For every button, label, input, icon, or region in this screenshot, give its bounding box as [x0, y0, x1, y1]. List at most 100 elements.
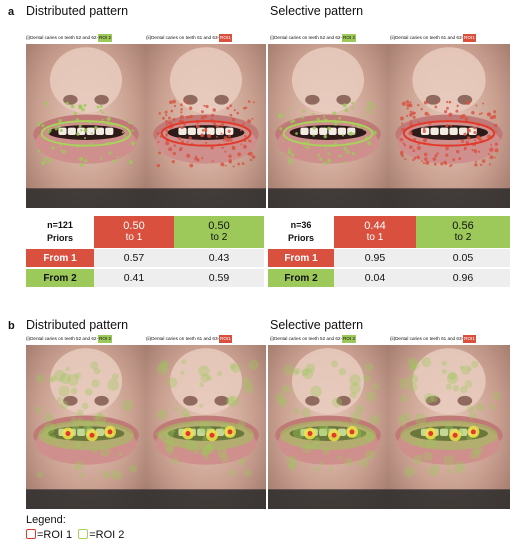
heat-peak	[185, 431, 191, 437]
heat-blob	[35, 374, 45, 384]
gaze-point	[338, 154, 342, 158]
prior-to-1: 0.50 to 1	[94, 216, 174, 248]
tooth	[187, 127, 196, 136]
gaze-point	[51, 146, 55, 150]
gaze-point	[306, 140, 310, 144]
heat-blob	[337, 455, 343, 460]
gaze-point	[128, 121, 132, 125]
heat-blob	[102, 470, 111, 479]
heat-blob	[445, 383, 452, 390]
roi2-swatch-icon	[78, 529, 89, 539]
heat-blob	[430, 394, 438, 402]
heat-blob	[428, 464, 440, 476]
gaze-point	[312, 112, 315, 116]
gaze-point	[243, 144, 247, 149]
heat-blob	[408, 364, 417, 372]
gaze-point	[303, 140, 306, 144]
roi-outline	[402, 120, 496, 147]
heat-blob	[305, 363, 316, 373]
gaze-point	[446, 106, 449, 110]
panel-a-letter: a	[8, 6, 15, 18]
heat-blob	[50, 375, 57, 382]
gaze-point	[44, 160, 47, 164]
gaze-point	[488, 163, 491, 166]
gaze-point	[178, 136, 182, 141]
gaze-point	[433, 162, 437, 166]
heat-blob	[243, 383, 254, 394]
gaze-point	[200, 116, 205, 120]
gaze-point	[463, 132, 467, 136]
gaze-point	[59, 128, 63, 132]
gaze-point	[195, 124, 200, 129]
tooth	[337, 127, 346, 136]
heat-blob	[446, 372, 459, 385]
gaze-point	[178, 126, 181, 128]
gaze-point	[249, 158, 253, 162]
gaze-point	[428, 122, 432, 126]
heat-blob	[400, 422, 406, 428]
cell-1-2: 0.05	[416, 249, 510, 267]
heat-blob	[365, 449, 376, 460]
gaze-point	[444, 109, 448, 114]
caption-b-dist-left: (i)Dental caries on teeth 52 and 62-ROI …	[26, 335, 113, 343]
cell-1-2: 0.43	[174, 249, 264, 267]
gaze-point	[317, 154, 321, 157]
heat-blob	[60, 400, 69, 409]
heatmap-photo-b-sel-2	[388, 345, 510, 509]
heat-blob	[489, 403, 496, 410]
gaze-point	[473, 126, 477, 130]
heat-peak	[470, 429, 476, 435]
heat-blob	[362, 374, 371, 383]
heat-peak	[349, 429, 355, 435]
heat-blob	[156, 363, 169, 375]
heat-blob	[446, 468, 452, 474]
caption-b-sel-left: (i)Dental caries on teeth 52 and 62-ROI …	[270, 335, 357, 343]
gaze-point	[222, 146, 225, 149]
gaze-point	[211, 113, 215, 118]
heat-blob	[165, 446, 174, 455]
heat-region	[400, 420, 498, 450]
gaze-point	[478, 113, 481, 116]
heat-blob	[365, 391, 376, 402]
heat-blob	[459, 365, 464, 370]
heat-blob	[180, 370, 185, 376]
gaze-point	[421, 160, 423, 163]
gaze-point	[179, 115, 184, 120]
gaze-point	[37, 149, 41, 153]
row-from-2: From 2	[268, 269, 334, 287]
heat-blob	[93, 415, 98, 421]
gaze-point	[203, 104, 206, 107]
roi-outline	[160, 120, 252, 147]
gaze-point	[352, 132, 355, 135]
heat-blob	[400, 412, 411, 424]
gaze-point	[237, 152, 241, 157]
gaze-point	[204, 128, 208, 133]
heat-blob	[452, 384, 460, 392]
panel-b-selective-title: Selective pattern	[270, 318, 364, 332]
gaze-point	[475, 104, 478, 107]
gaze-point	[236, 111, 240, 115]
nostril-right	[457, 395, 473, 406]
nostril-right	[214, 395, 229, 406]
tooth	[86, 127, 95, 136]
gaze-point	[406, 103, 411, 108]
gaze-point	[201, 128, 205, 132]
gaze-point	[333, 121, 338, 126]
heat-blob	[44, 412, 54, 423]
heat-peak	[65, 431, 71, 437]
gaze-point	[47, 131, 50, 135]
heat-blob	[180, 408, 189, 417]
gaze-point	[180, 126, 184, 130]
gaze-point	[220, 146, 223, 149]
gaze-point	[76, 132, 80, 136]
gaze-point	[200, 110, 204, 114]
gaze-point	[73, 111, 78, 116]
gaze-point	[157, 141, 160, 144]
heat-blob	[349, 374, 361, 386]
cell-2-1: 0.04	[334, 269, 416, 287]
heat-blob	[48, 377, 54, 383]
heat-blob	[200, 373, 210, 383]
gaze-point	[463, 146, 467, 150]
clothing	[26, 489, 146, 509]
gaze-point	[471, 110, 475, 115]
